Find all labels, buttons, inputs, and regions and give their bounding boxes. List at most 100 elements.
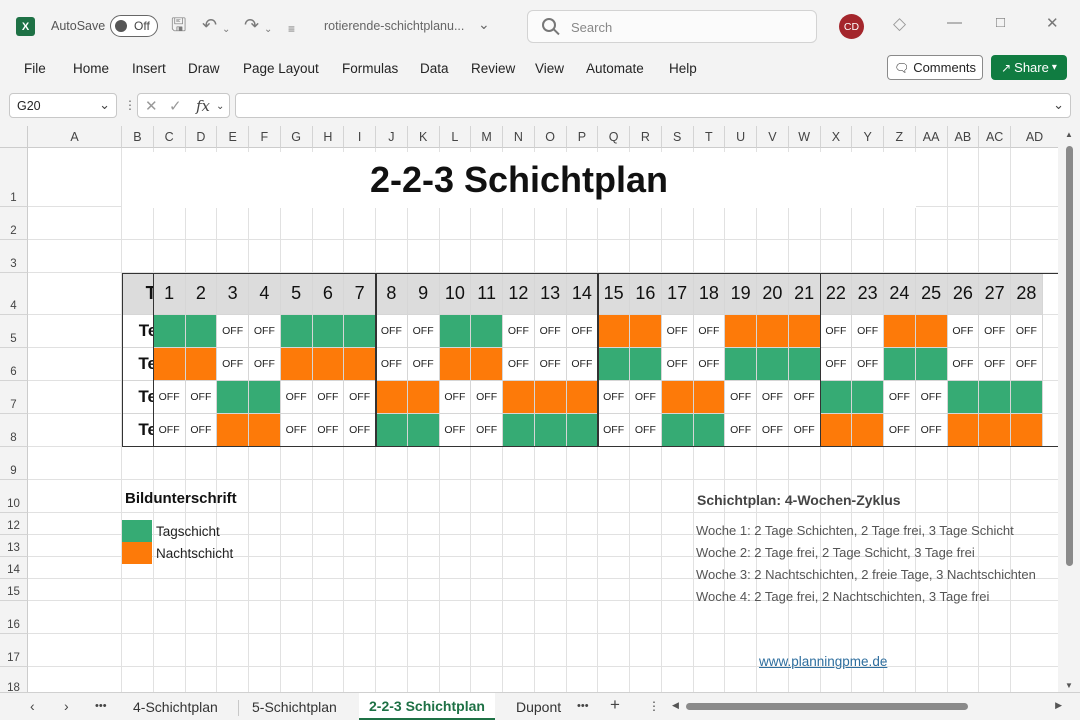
shift-cell-night[interactable] [693, 381, 726, 414]
shift-cell-off[interactable]: OFF [344, 414, 376, 447]
shift-cell-day[interactable] [153, 315, 186, 348]
shift-cell-off[interactable]: OFF [630, 414, 662, 447]
maximize-icon[interactable]: □ [996, 14, 1006, 31]
shift-cell-day[interactable] [693, 414, 726, 447]
scroll-right-icon[interactable]: ▶ [1055, 700, 1062, 710]
shift-cell-off[interactable]: OFF [661, 315, 694, 348]
menu-file[interactable]: File [24, 61, 46, 76]
shift-cell-off[interactable]: OFF [153, 381, 186, 414]
shift-cell-off[interactable]: OFF [376, 348, 408, 381]
shift-cell-night[interactable] [598, 315, 630, 348]
avatar[interactable]: CD [839, 14, 864, 39]
scroll-thumb[interactable] [686, 703, 968, 710]
sheet-tab-dupont[interactable]: Dupont [516, 699, 562, 715]
column-header[interactable]: AC [979, 126, 1011, 148]
row-header[interactable]: 2 [0, 207, 28, 240]
chevron-down-icon[interactable]: ⌄ [1053, 97, 1064, 112]
column-header[interactable]: A [28, 126, 122, 148]
shift-cell-off[interactable]: OFF [1011, 315, 1043, 348]
shift-cell-off[interactable]: OFF [915, 414, 948, 447]
column-header[interactable]: AB [947, 126, 980, 148]
shift-cell-night[interactable] [915, 315, 948, 348]
shift-cell-off[interactable]: OFF [884, 381, 916, 414]
shift-cell-night[interactable] [534, 381, 567, 414]
undo-icon[interactable]: ↶ [202, 15, 218, 35]
column-header[interactable]: O [534, 126, 567, 148]
redo-icon[interactable]: ↷ [244, 15, 260, 35]
add-sheet-button[interactable]: + [610, 695, 620, 714]
shift-cell-off[interactable]: OFF [471, 381, 503, 414]
formula-input[interactable]: ⌄ [235, 93, 1071, 118]
menu-review[interactable]: Review [471, 61, 516, 76]
column-header[interactable]: M [471, 126, 503, 148]
shift-cell-off[interactable]: OFF [947, 315, 980, 348]
sheet-tab-2-2-3-schichtplan[interactable]: 2-2-3 Schichtplan [359, 693, 495, 720]
menu-data[interactable]: Data [420, 61, 449, 76]
column-header[interactable]: D [185, 126, 218, 148]
sheet-tab-5-schichtplan[interactable]: 5-Schichtplan [252, 699, 337, 715]
shift-cell-off[interactable]: OFF [249, 315, 281, 348]
shift-cell-day[interactable] [884, 348, 916, 381]
more-sheets-icon[interactable]: ••• [95, 700, 107, 712]
search-box[interactable]: Search [527, 10, 817, 43]
shift-cell-off[interactable]: OFF [407, 348, 440, 381]
shift-cell-day[interactable] [788, 348, 821, 381]
save-icon[interactable]: 🖫 [171, 15, 187, 35]
shift-cell-off[interactable]: OFF [693, 348, 726, 381]
column-header[interactable]: P [566, 126, 599, 148]
minimize-icon[interactable]: — [947, 14, 962, 31]
shift-cell-off[interactable]: OFF [534, 348, 567, 381]
shift-cell-off[interactable]: OFF [1011, 348, 1043, 381]
shift-cell-day[interactable] [249, 381, 281, 414]
shift-cell-off[interactable]: OFF [471, 414, 503, 447]
close-icon[interactable]: ✕ [1046, 15, 1059, 32]
scroll-down-icon[interactable]: ▼ [1065, 681, 1073, 690]
shift-cell-off[interactable]: OFF [312, 381, 345, 414]
column-header[interactable]: V [757, 126, 789, 148]
shift-cell-night[interactable] [344, 348, 376, 381]
shift-cell-off[interactable]: OFF [280, 414, 313, 447]
shift-cell-night[interactable] [1011, 414, 1043, 447]
shift-cell-night[interactable] [185, 348, 218, 381]
more-options-icon[interactable]: ⋮ [648, 699, 660, 713]
column-header[interactable]: J [376, 126, 408, 148]
column-header[interactable]: G [280, 126, 313, 148]
row-header[interactable]: 10 [0, 480, 28, 513]
shift-cell-off[interactable]: OFF [280, 381, 313, 414]
shift-cell-off[interactable]: OFF [185, 381, 218, 414]
shift-cell-off[interactable]: OFF [185, 414, 218, 447]
column-header[interactable]: Q [598, 126, 630, 148]
shift-cell-day[interactable] [979, 381, 1011, 414]
row-header[interactable]: 14 [0, 557, 28, 579]
shift-cell-night[interactable] [439, 348, 472, 381]
shift-cell-off[interactable]: OFF [725, 381, 757, 414]
column-header[interactable]: L [439, 126, 472, 148]
shift-cell-day[interactable] [820, 381, 853, 414]
shift-cell-night[interactable] [153, 348, 186, 381]
cancel-icon[interactable]: ✕ [145, 98, 158, 115]
column-header[interactable]: C [153, 126, 186, 148]
shift-cell-day[interactable] [757, 348, 789, 381]
shift-cell-off[interactable]: OFF [693, 315, 726, 348]
shift-cell-night[interactable] [630, 315, 662, 348]
shift-cell-off[interactable]: OFF [249, 348, 281, 381]
menu-draw[interactable]: Draw [188, 61, 220, 76]
shift-cell-night[interactable] [566, 381, 599, 414]
column-header[interactable]: AD [1011, 126, 1058, 148]
chevron-down-icon[interactable]: ⌄ [216, 101, 225, 112]
shift-cell-day[interactable] [312, 315, 345, 348]
shift-cell-night[interactable] [503, 381, 535, 414]
diamond-icon[interactable]: ◇ [893, 14, 907, 33]
shift-cell-night[interactable] [407, 381, 440, 414]
shift-cell-off[interactable]: OFF [503, 315, 535, 348]
undo-dropdown-icon[interactable]: ⌄ [222, 24, 231, 35]
shift-cell-off[interactable]: OFF [788, 381, 821, 414]
shift-cell-off[interactable]: OFF [979, 315, 1011, 348]
column-header[interactable]: Y [852, 126, 884, 148]
shift-cell-night[interactable] [884, 315, 916, 348]
shift-cell-off[interactable]: OFF [852, 348, 884, 381]
file-name[interactable]: rotierende-schichtplanu... [324, 19, 465, 33]
shift-cell-off[interactable]: OFF [217, 315, 249, 348]
shift-cell-off[interactable]: OFF [820, 348, 853, 381]
